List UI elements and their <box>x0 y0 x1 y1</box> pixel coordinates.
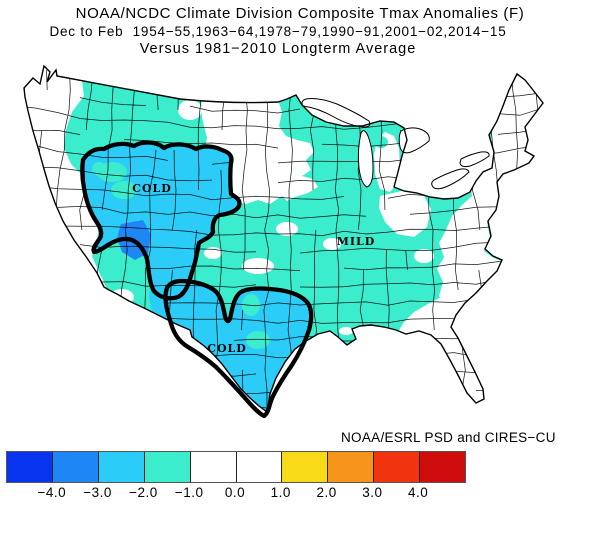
region-oklahoma-panhandle <box>242 258 274 274</box>
cold-label-texas: COLD <box>207 342 247 355</box>
region-la-delta <box>339 327 353 335</box>
cold-label-north: COLD <box>132 182 172 195</box>
credit-text: NOAA/ESRL PSD and CIRES−CU <box>341 430 556 445</box>
lake-ontario <box>459 151 490 168</box>
colorbar-segment-9 <box>419 452 466 482</box>
region-ohio <box>379 190 431 237</box>
mild-label: MILD <box>337 235 376 248</box>
colorbar-tick: −4.0 <box>37 485 67 500</box>
great-lakes <box>301 98 490 190</box>
colorbar-segment-8 <box>373 452 420 482</box>
colorbar-segment-7 <box>327 452 374 482</box>
teal-nevada-cell <box>111 181 137 199</box>
lake-huron <box>398 127 430 154</box>
lake-erie <box>431 168 470 190</box>
teal-idaho-cell2 <box>92 162 106 176</box>
region-wv-virginia <box>414 249 434 263</box>
teal-central-texas-cell2 <box>246 331 270 349</box>
colorbar-tick: 3.0 <box>362 485 383 500</box>
colorbar-segment-3 <box>143 452 190 482</box>
lake-michigan <box>357 130 374 188</box>
subtitle-baseline: Versus 1981−2010 Longterm Average <box>139 41 417 57</box>
colorbar-tick: 4.0 <box>408 485 429 500</box>
us-outline <box>23 64 544 414</box>
cold-contour-texas <box>163 278 314 419</box>
colorbar-tick: −3.0 <box>83 485 112 500</box>
cold-contours <box>80 140 314 419</box>
colorbar-segment-4 <box>189 452 236 482</box>
colorbar-segment-5 <box>235 452 282 482</box>
colorbar-segment-6 <box>281 452 328 482</box>
region-southeast-florida <box>398 290 484 404</box>
page-title: NOAA/NCDC Climate Division Composite Tma… <box>75 5 525 22</box>
lake-superior <box>301 98 371 128</box>
cold-contour-north <box>80 140 242 301</box>
colorbar-tick: 1.0 <box>270 485 291 500</box>
region-pacific-west <box>24 66 108 294</box>
region-east-kansas <box>276 222 298 236</box>
colorbar-tick-labels: −4.0 −3.0 −2.0 −1.0 0.0 1.0 2.0 3.0 4.0 <box>6 485 464 503</box>
colorbar-tick: 2.0 <box>316 485 337 500</box>
anomaly-colorbar <box>6 451 466 483</box>
colorbar-tick: −2.0 <box>129 485 158 500</box>
colorbar-segment-1 <box>51 452 98 482</box>
colorbar-segment-2 <box>97 452 144 482</box>
subtitle-years: Dec to Feb 1954−55,1963−64,1978−79,1990−… <box>49 24 507 39</box>
region-ne-montana <box>178 100 202 120</box>
colorbar-tick: 0.0 <box>224 485 246 500</box>
colorbar-segment-0 <box>7 452 52 482</box>
colorbar-tick: −1.0 <box>174 485 204 500</box>
